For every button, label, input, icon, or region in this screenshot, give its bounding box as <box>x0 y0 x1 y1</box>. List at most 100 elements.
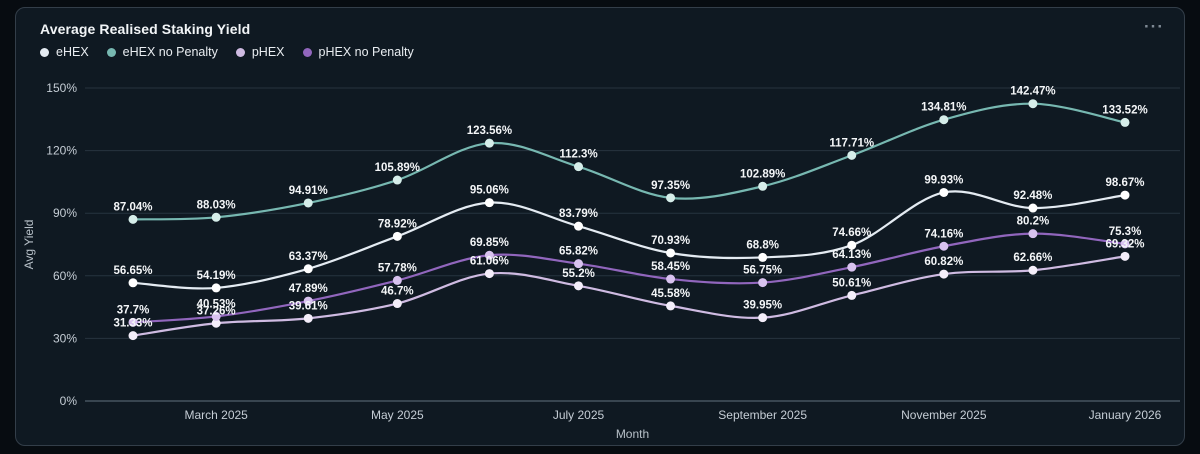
data-point-label: 134.81% <box>921 102 966 114</box>
data-point[interactable] <box>574 221 584 231</box>
data-point[interactable] <box>484 250 494 260</box>
legend-item-phex[interactable]: pHEX <box>235 45 285 59</box>
data-point[interactable] <box>666 301 676 311</box>
data-point[interactable] <box>128 317 138 327</box>
data-point[interactable] <box>847 290 857 300</box>
x-tick-label: September 2025 <box>718 408 807 422</box>
data-point[interactable] <box>303 198 313 208</box>
data-point[interactable] <box>939 241 949 251</box>
legend-item-phex-no-penalty[interactable]: pHEX no Penalty <box>302 45 414 59</box>
data-point[interactable] <box>847 150 857 160</box>
x-tick-label: May 2025 <box>371 408 424 422</box>
data-point-label: 78.92% <box>378 218 417 230</box>
data-point[interactable] <box>758 252 768 262</box>
legend-marker-icon <box>106 47 116 57</box>
data-point[interactable] <box>1028 229 1038 239</box>
data-point[interactable] <box>758 181 768 191</box>
data-point[interactable] <box>484 198 494 208</box>
data-point[interactable] <box>1028 265 1038 275</box>
data-point-label: 54.19% <box>197 270 236 282</box>
series-line-ehex-no-penalty <box>131 102 1127 221</box>
data-point[interactable] <box>847 240 857 250</box>
data-point[interactable] <box>574 259 584 269</box>
y-tick-label: 150% <box>46 81 77 95</box>
data-point[interactable] <box>758 278 768 288</box>
legend-item-ehex-no-penalty[interactable]: eHEX no Penalty <box>106 45 218 59</box>
y-tick-label: 0% <box>60 394 78 408</box>
data-point[interactable] <box>666 248 676 258</box>
data-point-label: 83.79% <box>559 208 598 220</box>
data-point[interactable] <box>392 175 402 185</box>
legend-label: eHEX <box>56 45 89 59</box>
data-point-label: 40.53% <box>197 298 236 310</box>
data-point[interactable] <box>1028 99 1038 109</box>
series-line-phex-no-penalty <box>131 232 1127 324</box>
chart-legend: eHEX eHEX no Penalty pHEX pHEX no Penalty <box>40 45 414 59</box>
data-point[interactable] <box>574 281 584 291</box>
data-point[interactable] <box>847 262 857 272</box>
data-point-label: 94.91% <box>289 185 328 197</box>
data-point[interactable] <box>1120 251 1130 261</box>
data-point-label: 80.2% <box>1017 216 1050 228</box>
data-point[interactable] <box>211 212 221 222</box>
legend-label: pHEX <box>251 45 285 59</box>
data-point[interactable] <box>211 283 221 293</box>
data-point[interactable] <box>1028 203 1038 213</box>
data-point[interactable] <box>758 313 768 323</box>
data-point[interactable] <box>392 231 402 241</box>
data-point-label: 64.13% <box>832 249 871 261</box>
data-point[interactable] <box>303 296 313 306</box>
series-line-phex <box>131 255 1127 337</box>
data-point-label: 88.03% <box>197 199 236 211</box>
data-point-label: 31.33% <box>113 318 152 330</box>
data-point-label: 99.93% <box>924 174 963 186</box>
y-axis-title: Avg Yield <box>22 220 36 270</box>
data-point[interactable] <box>484 138 494 148</box>
data-point-label: 70.93% <box>651 235 690 247</box>
data-point-label: 87.04% <box>113 201 152 213</box>
data-point[interactable] <box>128 278 138 288</box>
data-point-label: 56.65% <box>113 265 152 277</box>
data-point-label: 102.89% <box>740 168 785 180</box>
y-tick-label: 60% <box>53 269 77 283</box>
legend-item-ehex[interactable]: eHEX <box>40 45 89 59</box>
data-point[interactable] <box>939 187 949 197</box>
data-point-label: 92.48% <box>1013 190 1052 202</box>
data-point-label: 123.56% <box>467 125 512 137</box>
data-point[interactable] <box>939 269 949 279</box>
data-point[interactable] <box>484 269 494 279</box>
data-point[interactable] <box>574 162 584 172</box>
data-point-label: 98.67% <box>1105 177 1144 189</box>
data-point-label: 61.06% <box>470 256 509 268</box>
series-line-ehex <box>131 190 1127 290</box>
data-point[interactable] <box>303 264 313 274</box>
data-point[interactable] <box>392 275 402 285</box>
data-point-label: 60.82% <box>924 256 963 268</box>
more-options-button[interactable]: ··· <box>1138 14 1170 39</box>
data-point[interactable] <box>211 311 221 321</box>
data-point[interactable] <box>392 299 402 309</box>
legend-label: pHEX no Penalty <box>318 45 414 59</box>
data-point[interactable] <box>1120 239 1130 249</box>
data-point-label: 50.61% <box>832 277 871 289</box>
data-point-label: 62.66% <box>1013 252 1052 264</box>
data-point[interactable] <box>303 313 313 323</box>
data-point[interactable] <box>666 193 676 203</box>
y-tick-label: 30% <box>53 331 77 345</box>
data-point-label: 105.89% <box>375 162 420 174</box>
data-point-label: 97.35% <box>651 180 690 192</box>
y-tick-label: 120% <box>46 144 77 158</box>
data-point[interactable] <box>666 274 676 284</box>
data-point[interactable] <box>211 318 221 328</box>
more-options-icon: ··· <box>1144 17 1164 36</box>
data-point-label: 68.8% <box>746 239 779 251</box>
data-point-label: 74.66% <box>832 227 871 239</box>
data-point[interactable] <box>128 331 138 341</box>
data-point[interactable] <box>128 214 138 224</box>
data-point[interactable] <box>1120 117 1130 127</box>
data-point-label: 46.7% <box>381 286 414 298</box>
legend-marker-icon <box>40 47 49 57</box>
data-point[interactable] <box>1120 190 1130 200</box>
data-point[interactable] <box>939 115 949 125</box>
data-point-label: 45.58% <box>651 288 690 300</box>
